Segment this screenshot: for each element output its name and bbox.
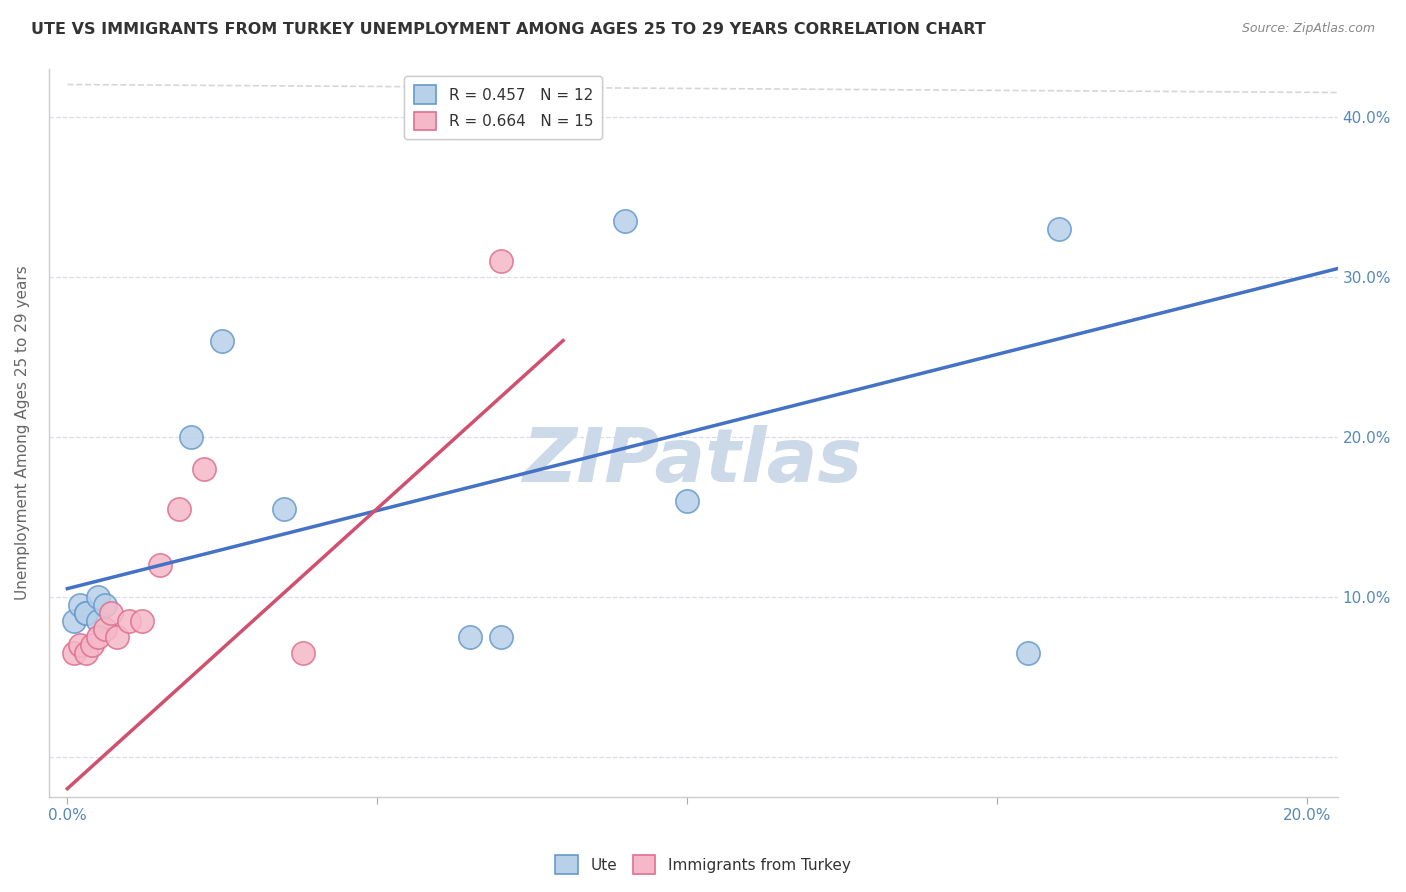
Legend: R = 0.457   N = 12, R = 0.664   N = 15: R = 0.457 N = 12, R = 0.664 N = 15 — [405, 76, 602, 139]
Point — [100, 606, 122, 620]
Point — [82, 638, 104, 652]
Point — [489, 253, 512, 268]
Point — [93, 622, 115, 636]
Point — [458, 630, 481, 644]
Point — [87, 630, 110, 644]
Point — [614, 213, 637, 227]
Point — [1047, 221, 1070, 235]
Point — [211, 334, 233, 348]
Text: ZIPatlas: ZIPatlas — [523, 425, 863, 499]
Point — [167, 501, 190, 516]
Point — [69, 598, 91, 612]
Point — [149, 558, 172, 572]
Point — [118, 614, 141, 628]
Point — [62, 646, 84, 660]
Point — [180, 429, 202, 443]
Text: Source: ZipAtlas.com: Source: ZipAtlas.com — [1241, 22, 1375, 36]
Point — [273, 501, 295, 516]
Point — [105, 630, 128, 644]
Legend: Ute, Immigrants from Turkey: Ute, Immigrants from Turkey — [550, 849, 856, 880]
Point — [87, 590, 110, 604]
Point — [69, 638, 91, 652]
Point — [75, 606, 97, 620]
Y-axis label: Unemployment Among Ages 25 to 29 years: Unemployment Among Ages 25 to 29 years — [15, 265, 30, 600]
Point — [75, 646, 97, 660]
Point — [87, 614, 110, 628]
Point — [676, 493, 699, 508]
Point — [93, 598, 115, 612]
Point — [75, 606, 97, 620]
Point — [489, 630, 512, 644]
Point — [291, 646, 314, 660]
Point — [193, 461, 215, 475]
Text: UTE VS IMMIGRANTS FROM TURKEY UNEMPLOYMENT AMONG AGES 25 TO 29 YEARS CORRELATION: UTE VS IMMIGRANTS FROM TURKEY UNEMPLOYME… — [31, 22, 986, 37]
Point — [62, 614, 84, 628]
Point — [1017, 646, 1039, 660]
Point — [131, 614, 153, 628]
